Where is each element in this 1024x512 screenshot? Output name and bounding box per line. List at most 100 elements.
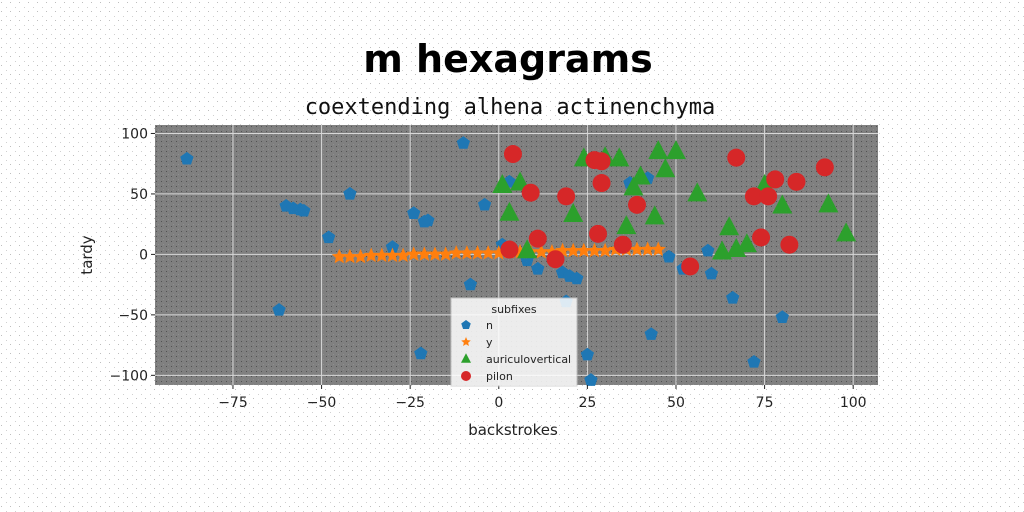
data-point [331,248,347,264]
data-point [628,195,646,214]
data-point [584,373,598,386]
x-tick-label: −50 [307,395,337,411]
data-point [650,241,666,257]
legend: subfixes ny auriculovertical pilon [450,297,578,387]
y-tick-label: 0 [139,247,148,263]
y-axis-ticks: −100 −50 0 50 100 [110,126,155,384]
data-point [417,214,432,228]
data-point [384,247,401,263]
data-point [780,235,799,254]
data-point [477,197,492,211]
data-point [815,158,834,177]
data-point [613,235,632,254]
data-point [775,310,789,323]
data-point [818,193,839,213]
data-point [744,187,763,206]
data-point [640,241,656,257]
x-axis-label: backstrokes [468,421,558,439]
data-point [528,229,547,248]
data-point [570,271,584,285]
data-point [644,205,665,225]
data-point [352,248,369,264]
legend-entry: auriculovertical [461,353,571,366]
y-axis-label: tardy [78,235,96,274]
data-point [629,241,645,257]
legend-entries: ny auriculovertical pilon [461,319,571,383]
data-point [836,222,857,242]
data-point [586,242,603,258]
data-point [787,172,806,191]
x-axis-ticks: −75 −50 −25 0 25 50 75 100 [218,385,867,411]
x-tick-label: 100 [840,395,867,411]
data-point [557,187,576,206]
legend-box [450,297,578,387]
series-pilon [500,145,834,276]
data-point [456,136,470,149]
data-point [565,242,581,258]
data-point [736,233,757,253]
data-point [180,151,194,165]
data-point [681,257,700,276]
legend-marker [461,337,471,347]
data-point [726,290,740,304]
data-point [406,246,422,261]
data-point [752,228,771,247]
legend-title: subfixes [491,303,537,316]
data-point [609,147,630,167]
data-point [665,140,686,160]
data-point [322,230,336,244]
data-point [480,245,496,260]
data-point [503,145,522,164]
data-point [533,243,549,259]
y-tick-label: 50 [130,187,148,203]
series-n [180,136,789,386]
data-point [772,194,793,214]
data-point [427,246,443,261]
data-point [448,245,464,260]
data-point [459,245,475,260]
data-point [644,327,658,340]
x-tick-label: −25 [395,395,425,411]
chart-subtitle: coextending alhena actinenchyma [305,95,716,120]
x-tick-label: −75 [218,395,248,411]
data-point [395,247,411,263]
data-point [648,140,669,160]
data-point [580,347,595,361]
legend-marker [461,320,471,330]
data-point [469,245,486,260]
data-point [521,183,540,202]
data-point [492,173,513,193]
y-tick-label: 100 [121,126,148,142]
data-point [517,239,538,259]
data-point [630,165,651,185]
data-point [438,246,454,261]
data-point [592,152,611,171]
data-point [712,240,733,260]
data-point [759,187,778,206]
data-point [592,174,611,193]
x-tick-label: 75 [756,395,774,411]
data-point [623,176,644,196]
y-tick-label: −100 [110,368,148,384]
data-marks [180,136,857,386]
data-point [416,246,432,261]
legend-marker [461,353,471,363]
data-point [374,247,390,263]
data-point [414,346,428,360]
data-point [563,202,584,222]
data-point [407,206,421,219]
data-point [704,266,719,280]
data-point [597,242,613,258]
data-point [576,242,592,258]
data-point [589,224,608,243]
data-point [655,158,676,178]
legend-entry: pilon [461,370,513,383]
data-point [747,355,761,368]
y-tick-label: −50 [118,308,148,324]
legend-entry: n [461,319,493,332]
x-tick-label: 50 [667,395,685,411]
data-point [297,203,311,217]
data-point [719,216,740,236]
data-point [531,261,545,275]
